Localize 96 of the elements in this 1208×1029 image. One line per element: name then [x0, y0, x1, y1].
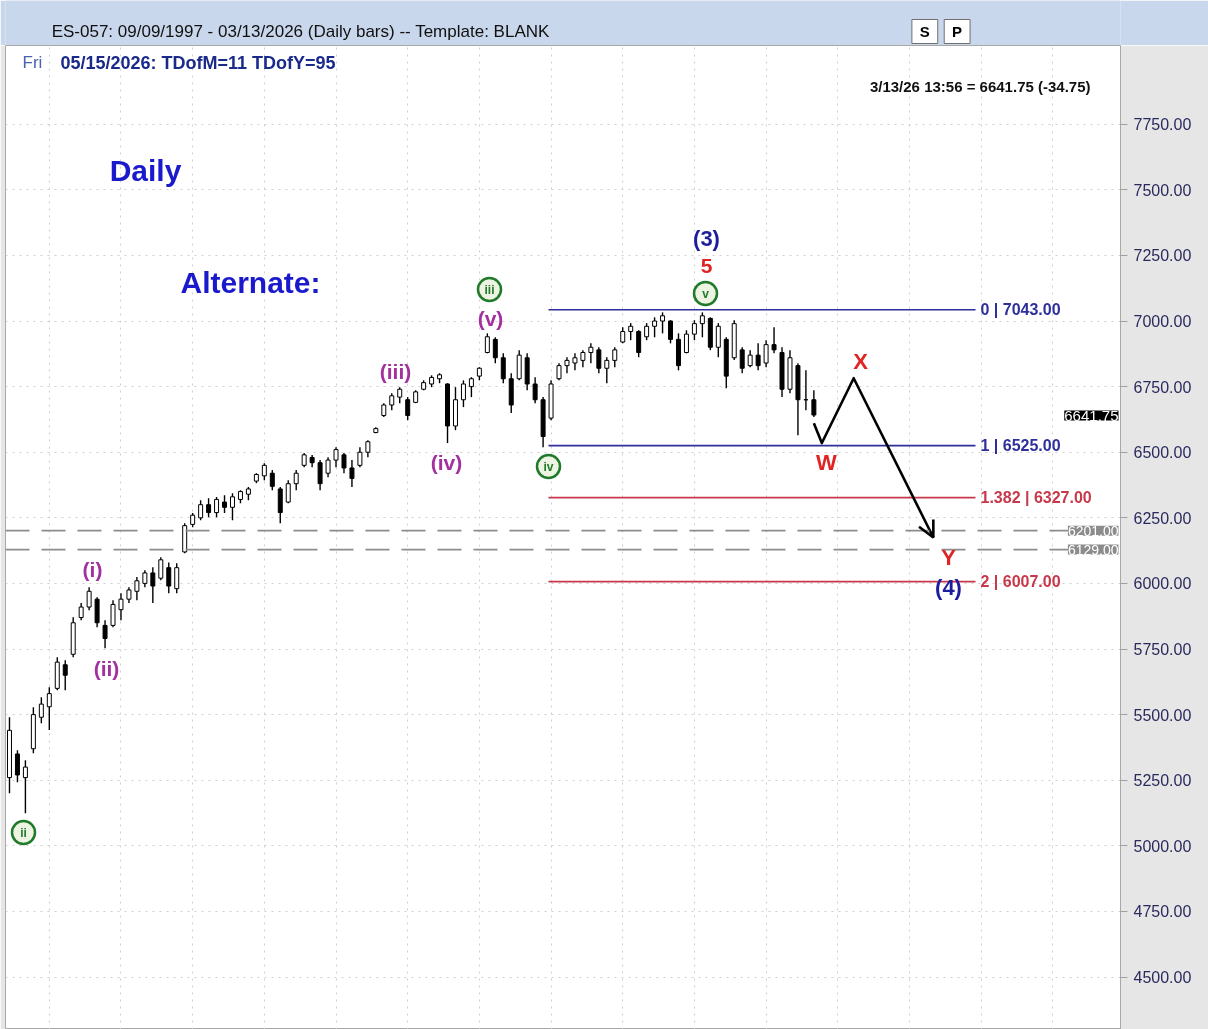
candlestick: [341, 452, 347, 474]
y-tick-label: 4750.00: [1133, 903, 1192, 921]
candlestick: [150, 566, 156, 604]
candlestick: [739, 346, 745, 374]
candlestick: [468, 376, 474, 398]
candlestick: [86, 586, 92, 611]
annotation: (iii): [379, 360, 412, 383]
candlestick: [811, 389, 817, 418]
chart-title: ES-057: 09/09/1997 - 03/13/2026 (Daily bars) -- Template: BLANK: [51, 22, 550, 41]
candlestick: [564, 356, 570, 374]
annotation: X: [853, 349, 869, 374]
candlestick: [755, 342, 761, 372]
candlestick: [349, 459, 355, 488]
annotation: (i): [82, 558, 103, 581]
candlestick: [333, 446, 339, 468]
annotation: v: [702, 286, 710, 301]
candlestick: [699, 311, 705, 338]
candlestick: [325, 456, 331, 478]
candlestick: [102, 619, 108, 649]
candlestick: [357, 446, 363, 468]
candlestick: [118, 592, 124, 621]
text: S: [919, 23, 930, 40]
candlestick: [46, 686, 52, 731]
annotation: iii: [484, 282, 495, 297]
annotation: iv: [543, 459, 554, 474]
candlestick: [174, 562, 180, 594]
candlestick: [14, 749, 20, 784]
annotation: (ii): [93, 657, 120, 680]
y-tick-label: 7250.00: [1133, 247, 1192, 265]
annotation: (4): [935, 575, 962, 600]
candlestick: [636, 329, 642, 358]
candlestick: [206, 497, 212, 518]
candlestick: [134, 576, 140, 601]
ref-line-label: 6201.00: [1067, 522, 1119, 539]
annotation: Alternate:: [180, 266, 321, 299]
candlestick: [38, 696, 44, 724]
candlestick: [516, 349, 522, 382]
candlestick: [660, 311, 666, 335]
candlestick: [771, 326, 777, 354]
candlestick: [691, 319, 697, 341]
candlestick: [652, 316, 658, 338]
y-tick-label: 6500.00: [1133, 444, 1192, 462]
candlestick: [269, 469, 275, 491]
annotation: Daily: [109, 154, 182, 187]
ref-line-label: 1 | 6525.00: [980, 437, 1061, 455]
candlestick: [405, 396, 411, 421]
candlestick: [198, 499, 204, 521]
candlestick: [604, 356, 610, 384]
y-tick-label: 7000.00: [1133, 313, 1192, 331]
candlestick: [62, 659, 68, 691]
y-tick-label: 6250.00: [1133, 509, 1192, 527]
annotation: 3/13/26 13:56 = 6641.75 (-34.75): [869, 78, 1091, 95]
annotation: 05/15/2026: TDofM=11 TDofY=95: [60, 52, 336, 73]
y-tick-label: 6750.00: [1133, 378, 1192, 396]
annotation: 6641.75: [1064, 406, 1119, 424]
candlestick: [110, 599, 116, 628]
candlestick: [500, 352, 506, 384]
text: P: [952, 23, 963, 40]
y-tick-label: 5000.00: [1133, 837, 1192, 855]
annotation: (iv): [430, 451, 463, 474]
candlestick: [214, 496, 220, 518]
candlestick: [277, 486, 283, 525]
candlestick: [588, 342, 594, 364]
annotation: 5: [700, 253, 713, 277]
candlestick: [492, 336, 498, 364]
candlestick: [715, 322, 721, 358]
y-tick-label: 7750.00: [1133, 116, 1192, 134]
candlestick: [612, 346, 618, 368]
y-tick-label: 4500.00: [1133, 969, 1192, 987]
candlestick: [166, 561, 172, 594]
y-tick-label: 7500.00: [1133, 181, 1192, 199]
candlestick: [763, 339, 769, 368]
y-tick-label: 5250.00: [1133, 772, 1192, 790]
candlestick: [94, 596, 100, 628]
y-tick-label: 5750.00: [1133, 641, 1192, 659]
annotation: ii: [20, 825, 27, 840]
annotation: Fri: [22, 53, 43, 72]
candlestick: [460, 379, 466, 408]
candlestick: [22, 759, 28, 814]
ref-line-label: 2 | 6007.00: [980, 573, 1061, 591]
annotation: W: [816, 450, 838, 475]
candlestick: [229, 492, 235, 521]
candlestick: [293, 469, 299, 491]
ref-line-label: 0 | 7043.00: [980, 301, 1061, 319]
candlestick: [596, 346, 602, 374]
candlestick: [532, 376, 538, 404]
annotation: Y: [941, 545, 957, 570]
ref-line-label: 1.382 | 6327.00: [980, 489, 1092, 507]
candlestick: [317, 459, 323, 491]
ref-line-label: 6129.00: [1067, 541, 1119, 558]
candlestick: [668, 319, 674, 345]
y-tick-label: 5500.00: [1133, 706, 1192, 724]
annotation: (3): [693, 226, 720, 251]
annotation: (v): [477, 307, 504, 330]
candlestick: [158, 556, 164, 581]
y-tick-label: 6000.00: [1133, 575, 1192, 593]
